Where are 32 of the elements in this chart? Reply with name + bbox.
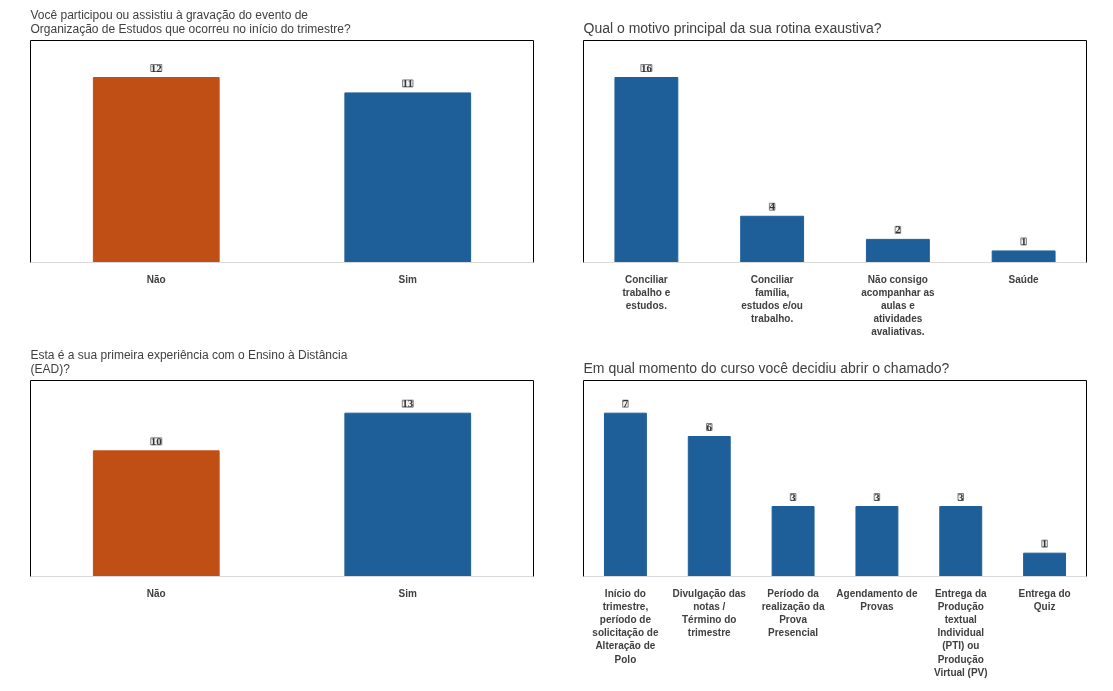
- x-tick-label: Divulgação das notas / Término do trimestre: [672, 587, 747, 639]
- data-label: 16: [640, 61, 653, 74]
- data-label: 3: [790, 490, 797, 503]
- x-tick-label: Saúde: [1008, 273, 1040, 285]
- x-tick-label: Período da realização da Prova Presencial: [761, 587, 825, 639]
- data-label: 10: [150, 434, 163, 447]
- chart-title: Qual o motivo principal da sua rotina exaustiva?: [583, 19, 882, 36]
- x-tick-label: Sim: [398, 273, 418, 285]
- x-tick-label: Entrega da Produção textual Individual (PTI) ou Produção Virtual (PV): [933, 587, 988, 678]
- x-tick-label: Sim: [398, 587, 418, 599]
- data-label: 1: [1020, 234, 1027, 247]
- chart-title: Esta é a sua primeira experiência com o Ensino à Distância (EAD)?: [30, 347, 348, 376]
- x-tick-label: Entrega do Quiz: [1018, 587, 1071, 612]
- data-label: 12: [150, 61, 163, 74]
- x-tick-label: Não: [146, 587, 166, 599]
- x-tick-label: Conciliar trabalho e estudos.: [622, 273, 671, 311]
- data-label: 1: [1041, 537, 1048, 550]
- data-label: 13: [402, 397, 414, 410]
- x-tick-label: Não consigo acompanhar as aulas e atividades avaliativas.: [861, 273, 935, 338]
- data-label: 4: [769, 200, 776, 213]
- x-tick-label: Conciliar família, estudos e/ou trabalho.: [741, 273, 803, 325]
- chart-title: Em qual momento do curso você decidiu abrir o chamado?: [583, 359, 950, 376]
- data-label: 3: [874, 490, 881, 503]
- data-label: 2: [895, 223, 902, 236]
- x-tick-label: Início do trimestre, período de solicitação de Alteração de Polo: [592, 587, 659, 665]
- data-label: 6: [706, 420, 713, 433]
- x-tick-label: Não: [146, 273, 166, 285]
- data-label: 11: [402, 76, 413, 89]
- chart-title: Você participou ou assistiu à gravação do evento de Organização de Estudos que ocorreu no início do trimestre?: [30, 7, 352, 36]
- data-label: 7: [622, 397, 629, 410]
- x-tick-label: Agendamento de Provas: [836, 587, 918, 612]
- data-label: 3: [958, 490, 964, 503]
